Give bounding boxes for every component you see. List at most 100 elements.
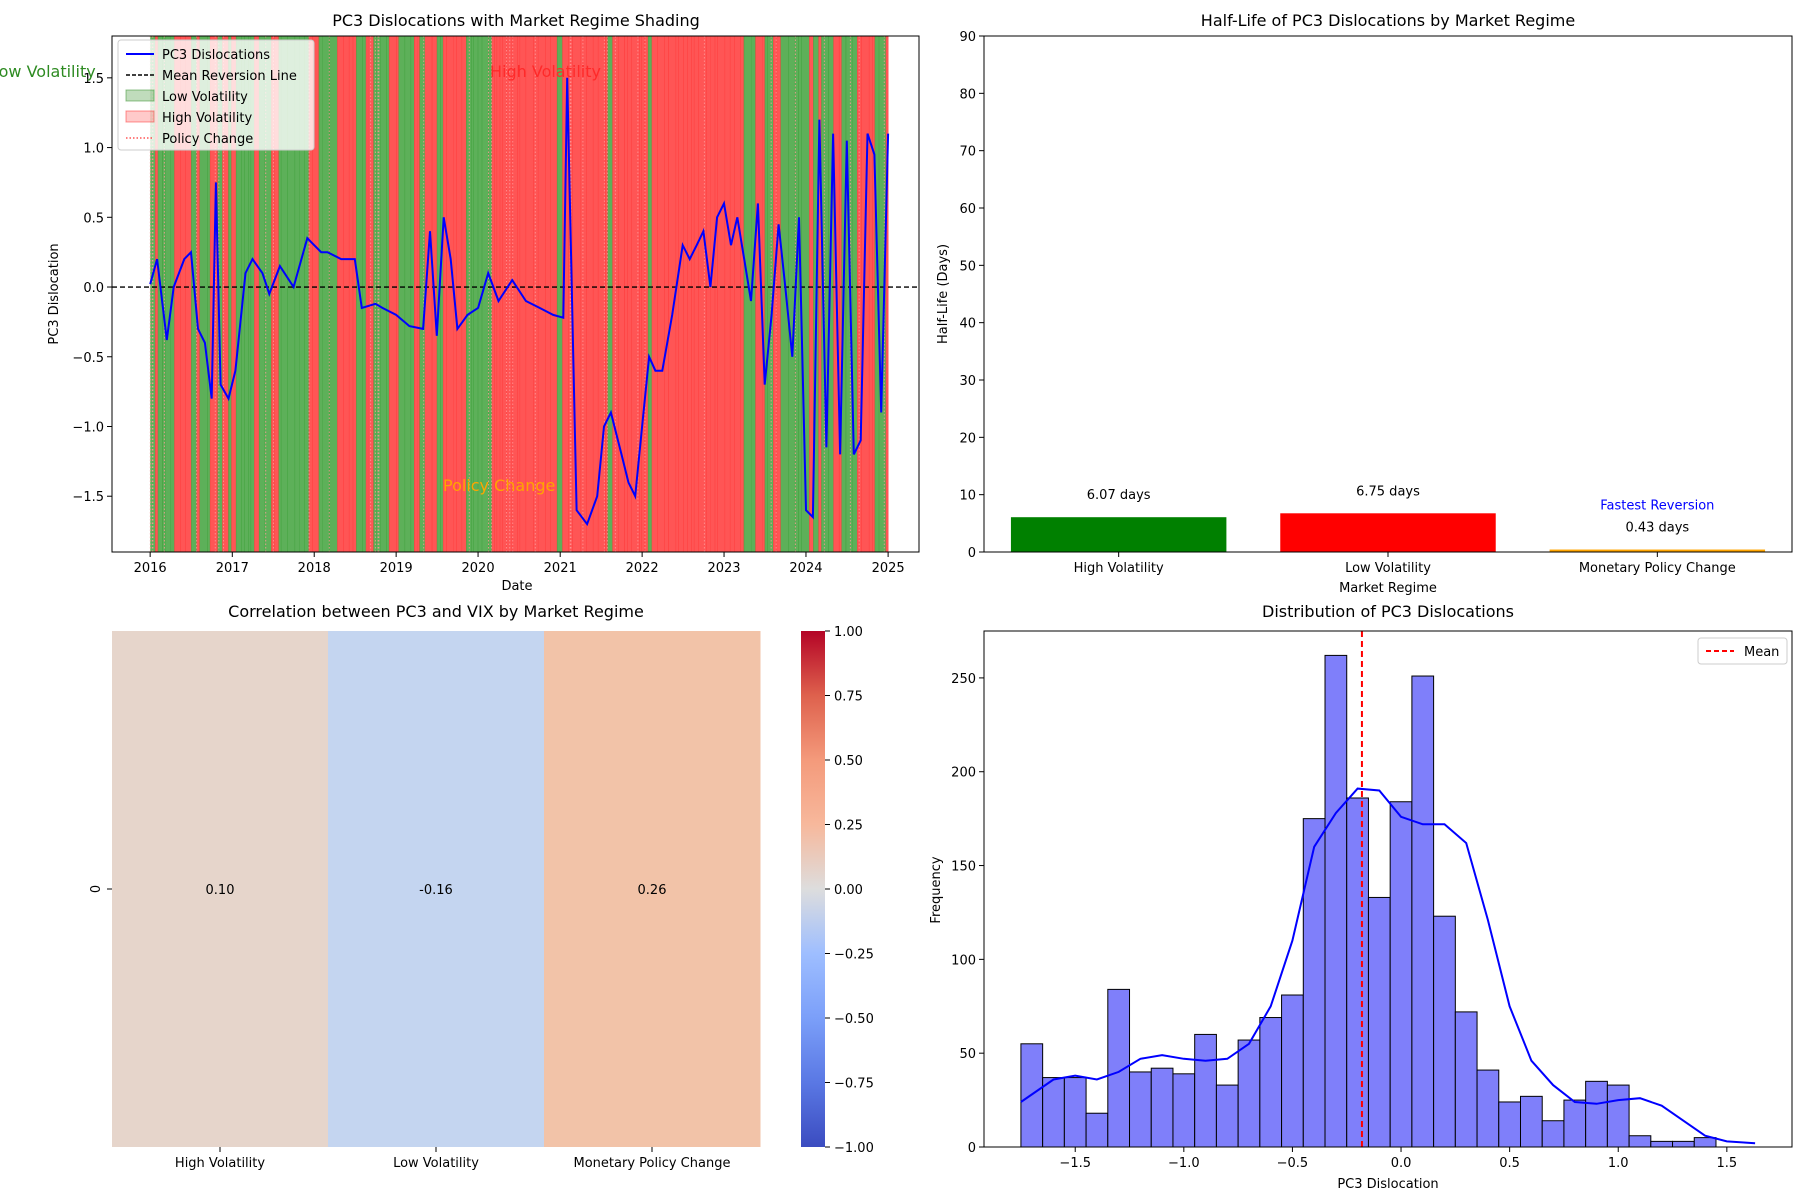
low-volatility-band bbox=[477, 36, 483, 552]
y-tick-label: 150 bbox=[951, 860, 976, 875]
high-volatility-band bbox=[618, 36, 625, 552]
high-volatility-band bbox=[872, 36, 876, 552]
y-tick-label: 70 bbox=[959, 145, 976, 160]
high-volatility-band bbox=[343, 36, 350, 552]
histogram-bar bbox=[1411, 675, 1435, 1148]
histogram-bar bbox=[1563, 1099, 1587, 1148]
low-volatility-band bbox=[466, 36, 472, 552]
legend-label: Low Volatility bbox=[162, 90, 248, 105]
histogram-bar bbox=[1498, 1101, 1521, 1148]
plot-area: −1.5 −1.0 −0.5 0.0 0.5 1.0 1.5 0 50 100 150 200 250 bbox=[951, 630, 1793, 1171]
low-volatility-band bbox=[386, 36, 390, 552]
cell-value-label: 0.26 bbox=[638, 883, 667, 898]
y-tick-label: 50 bbox=[959, 259, 976, 274]
y-tick-label: 30 bbox=[959, 374, 976, 389]
x-tick-label: 1.0 bbox=[1608, 1156, 1629, 1171]
high-volatility-band bbox=[605, 36, 608, 552]
x-tick-label: 0.0 bbox=[1391, 1156, 1412, 1171]
high-volatility-band bbox=[868, 36, 873, 552]
low-volatility-band bbox=[318, 36, 323, 552]
high-volatility-band bbox=[631, 36, 640, 552]
low-volatility-band bbox=[162, 36, 166, 552]
high-volatility-band bbox=[683, 36, 688, 552]
high-volatility-band bbox=[693, 36, 699, 552]
high-volatility-band bbox=[519, 36, 527, 552]
high-volatility-band bbox=[185, 36, 192, 552]
y-tick-label: 20 bbox=[959, 431, 976, 446]
low-volatility-band bbox=[373, 36, 377, 552]
low-volatility-band bbox=[488, 36, 493, 552]
y-tick-label: 0.0 bbox=[83, 281, 104, 296]
high-volatility-band bbox=[597, 36, 606, 552]
high-volatility-band bbox=[838, 36, 842, 552]
low-volatility-band bbox=[481, 36, 489, 552]
x-tick-label: High Volatility bbox=[175, 1156, 265, 1171]
high-volatility-band bbox=[678, 36, 684, 552]
low-volatility-band bbox=[780, 36, 789, 552]
y-tick-label: −1.0 bbox=[72, 420, 104, 435]
x-tick-label: 2017 bbox=[216, 561, 249, 576]
low-volatility-band bbox=[380, 36, 387, 552]
x-axis-label: Market Regime bbox=[1339, 581, 1437, 596]
low-volatility-band bbox=[199, 36, 208, 552]
high-volatility-band bbox=[651, 36, 658, 552]
low-volatility-band bbox=[751, 36, 756, 552]
colorbar-tick-label: 0.00 bbox=[834, 883, 863, 898]
annotation-low-volatility: Low Volatility bbox=[0, 62, 96, 81]
low-volatility-band bbox=[244, 36, 249, 552]
histogram-bar bbox=[1367, 896, 1391, 1148]
x-tick-label: Monetary Policy Change bbox=[574, 1156, 731, 1171]
histogram-bar bbox=[1606, 1084, 1630, 1148]
legend-label: Mean bbox=[1744, 645, 1779, 660]
low-volatility-band bbox=[794, 36, 799, 552]
high-volatility-band bbox=[773, 36, 778, 552]
low-volatility-band bbox=[398, 36, 406, 552]
y-tick-label: −0.5 bbox=[72, 351, 104, 366]
high-volatility-band bbox=[525, 36, 534, 552]
y-tick-label: 1.0 bbox=[83, 142, 104, 157]
high-volatility-band bbox=[545, 36, 551, 552]
low-volatility-band bbox=[258, 36, 265, 552]
x-tick-label: 2019 bbox=[380, 561, 413, 576]
low-volatility-band bbox=[164, 36, 171, 552]
histogram-bar bbox=[1042, 1077, 1065, 1148]
low-volatility-band bbox=[821, 36, 829, 552]
low-volatility-band bbox=[250, 36, 255, 552]
x-tick-label: −1.5 bbox=[1059, 1156, 1091, 1171]
x-tick-label: Low Volatility bbox=[1345, 561, 1431, 576]
high-volatility-band bbox=[312, 36, 320, 552]
histogram-bar bbox=[1693, 1137, 1717, 1148]
high-volatility-band bbox=[612, 36, 619, 552]
low-volatility-band bbox=[404, 36, 412, 552]
high-volatility-band bbox=[491, 36, 495, 552]
high-volatility-band bbox=[222, 36, 229, 552]
high-volatility-band bbox=[586, 36, 594, 552]
histogram-bar bbox=[1150, 1067, 1174, 1148]
high-volatility-band bbox=[624, 36, 628, 552]
high-volatility-band bbox=[657, 36, 665, 552]
high-volatility-band bbox=[639, 36, 642, 552]
y-tick-label: 0 bbox=[968, 546, 976, 561]
y-tick-label: 0.5 bbox=[83, 211, 104, 226]
annotation-fastest-reversion: Fastest Reversion bbox=[1600, 499, 1714, 514]
colorbar-tick-label: 0.75 bbox=[834, 690, 863, 705]
low-volatility-band bbox=[471, 36, 474, 552]
high-volatility-band bbox=[762, 36, 766, 552]
y-tick-label: 1.5 bbox=[83, 72, 104, 87]
colorbar-tick-label: −0.25 bbox=[834, 948, 874, 963]
pc3-timeseries-chart: PC3 Dislocations with Market Regime Shad… bbox=[0, 11, 920, 594]
y-tick-label: 50 bbox=[959, 1047, 976, 1062]
histogram-bar bbox=[1172, 1073, 1196, 1148]
y-tick-label: 90 bbox=[959, 30, 976, 45]
plot-frame bbox=[983, 35, 1793, 553]
low-volatility-band bbox=[556, 36, 563, 552]
x-tick-label: Monetary Policy Change bbox=[1579, 561, 1736, 576]
histogram-bar bbox=[1215, 1084, 1239, 1148]
histogram-bar bbox=[1476, 1069, 1500, 1148]
high-volatility-band bbox=[580, 36, 587, 552]
high-volatility-band bbox=[706, 36, 711, 552]
x-axis-label: Date bbox=[501, 579, 532, 594]
high-volatility-band bbox=[537, 36, 546, 552]
low-volatility-band bbox=[264, 36, 272, 552]
colorbar-tick-label: −0.50 bbox=[834, 1012, 874, 1027]
